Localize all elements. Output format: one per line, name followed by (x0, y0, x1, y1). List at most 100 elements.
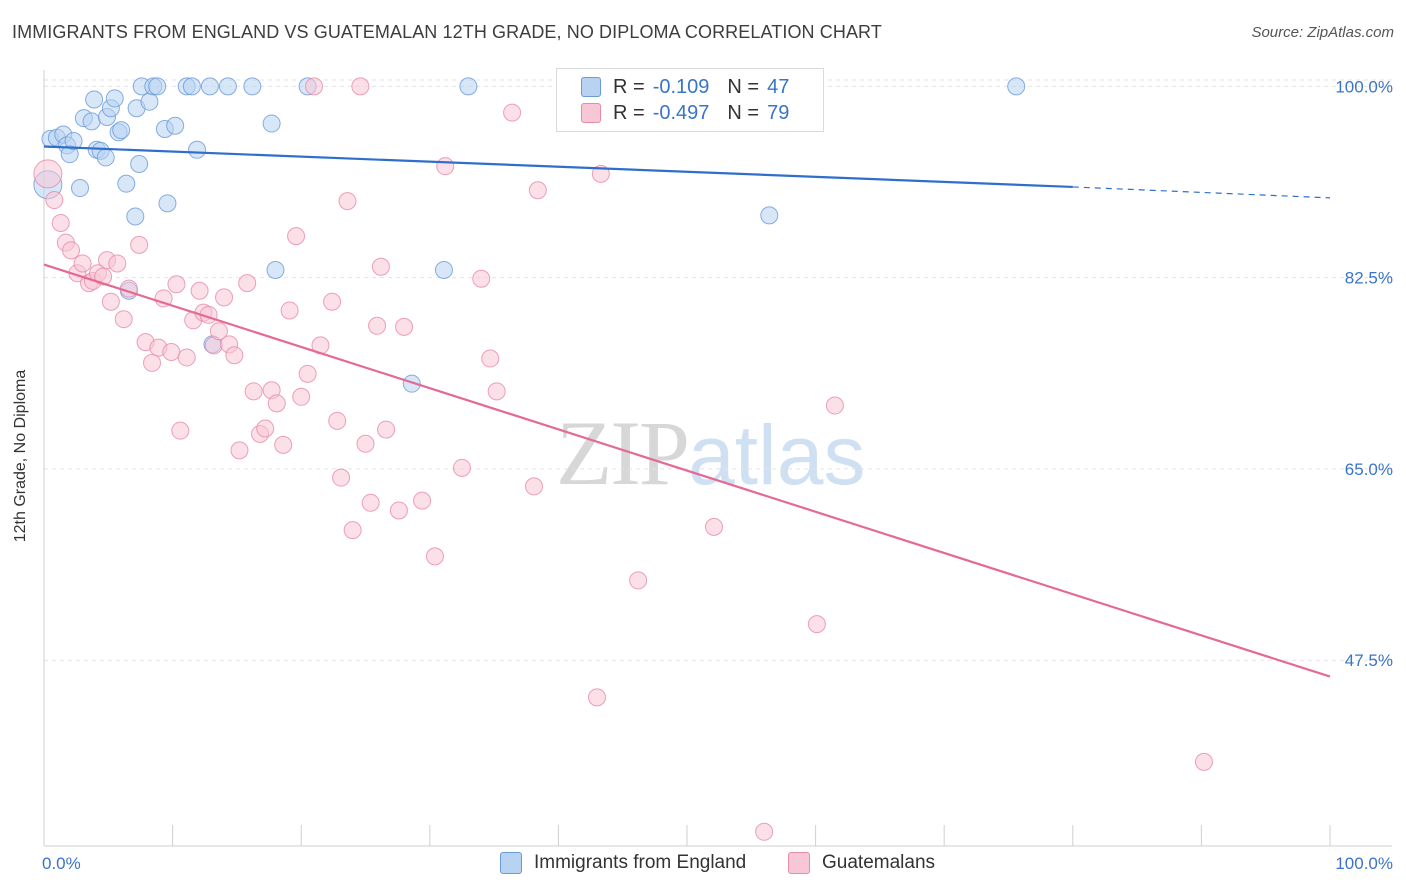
guatemalan-point (215, 288, 234, 307)
guatemalan-point (280, 301, 299, 320)
guatemalan-point (287, 227, 306, 246)
x-tick-label: 100.0% (1335, 854, 1393, 873)
guatemalan-point (171, 421, 190, 440)
england-point (1007, 77, 1026, 96)
guatemalan-point (705, 517, 724, 536)
guatemalan-point (413, 491, 432, 510)
guatemalan-point (395, 317, 414, 336)
guatemalan-point (825, 396, 844, 415)
legend-n-label: N = (727, 75, 760, 98)
legend-label-guatemalans: Guatemalans (822, 852, 936, 873)
guatemalan-point (807, 615, 826, 634)
guatemalan-point (1194, 752, 1213, 771)
legend-swatch-guatemalans (788, 852, 810, 874)
england-trendline (43, 145, 1073, 189)
guatemalan-point (130, 235, 149, 254)
england-point (166, 116, 185, 135)
legend-n-value: 79 (767, 101, 790, 124)
y-tick-label: 82.5% (1345, 269, 1393, 288)
england-point (188, 140, 207, 159)
guatemalan-point (436, 157, 455, 176)
guatemalan-point (114, 310, 133, 329)
guatemalan-point (629, 571, 648, 590)
england-point (760, 206, 779, 225)
england-point (266, 261, 285, 280)
legend-r-label: R = (613, 75, 645, 98)
legend-item-england[interactable]: Immigrants from England (500, 852, 746, 874)
england-point (82, 112, 101, 131)
guatemalan-point (487, 382, 506, 401)
england-point (112, 121, 131, 140)
england-point (402, 374, 421, 393)
guatemalan-point (332, 468, 351, 487)
y-tick-label: 65.0% (1345, 460, 1393, 479)
chart-source: Source: ZipAtlas.com (1251, 24, 1394, 41)
england-point (182, 77, 201, 96)
legend-r-value: -0.497 (652, 101, 710, 124)
guatemalan-point (177, 348, 196, 367)
guatemalan-point (162, 342, 181, 361)
chart-title: IMMIGRANTS FROM ENGLAND VS GUATEMALAN 12… (12, 22, 882, 42)
guatemalan-point (524, 477, 543, 496)
legend-r-label: R = (613, 101, 645, 124)
guatemalan-point (343, 521, 362, 540)
guatemalan-point (33, 159, 63, 189)
england-point (434, 261, 453, 280)
england-trendline-extension (1072, 186, 1331, 199)
england-point (158, 194, 177, 213)
guatemalan-point (62, 241, 81, 260)
guatemalan-point (305, 77, 324, 96)
legend-n-value: 47 (767, 75, 790, 98)
guatemalan-point (323, 292, 342, 311)
guatemalan-point (338, 192, 357, 211)
england-point (148, 77, 167, 96)
guatemalan-point (238, 274, 257, 293)
england-point (71, 179, 90, 198)
guatemalan-point (225, 346, 244, 365)
y-tick-label: 100.0% (1335, 77, 1393, 96)
legend-swatch-england (581, 77, 601, 97)
legend-label-england: Immigrants from England (534, 852, 747, 873)
guatemalan-point (587, 688, 606, 707)
guatemalan-point (209, 322, 228, 341)
guatemalan-point (481, 349, 500, 368)
series-legend: Immigrants from England Guatemalans (0, 852, 1406, 878)
guatemalan-point (143, 353, 162, 372)
watermark-zip: ZIP (556, 402, 690, 504)
england-point (85, 90, 104, 109)
guatemalan-point (230, 441, 249, 460)
guatemalan-point (371, 257, 390, 276)
guatemalan-point (361, 493, 380, 512)
guatemalan-point (503, 103, 522, 122)
england-point (130, 154, 149, 173)
england-point (218, 77, 237, 96)
zipatlas-watermark: ZIPatlas (556, 400, 865, 506)
legend-item-guatemalans[interactable]: Guatemalans (788, 852, 935, 874)
england-point (243, 77, 262, 96)
legend-swatch-guatemalans (581, 103, 601, 123)
guatemalan-point (51, 214, 70, 233)
legend-swatch-england (500, 852, 522, 874)
guatemalan-point (256, 419, 275, 438)
legend-row-guatemalans: R = -0.497 N = 79 (581, 101, 789, 125)
guatemalan-point (368, 316, 387, 335)
england-point (117, 174, 136, 193)
england-point (140, 92, 159, 111)
england-point (200, 77, 219, 96)
guatemalan-point (101, 292, 120, 311)
guatemalan-point (190, 281, 209, 300)
correlation-legend: R = -0.109 N = 47 R = -0.497 N = 79 (556, 68, 824, 132)
guatemalan-point (244, 382, 263, 401)
england-point (105, 89, 124, 108)
watermark-atlas: atlas (688, 408, 866, 502)
england-point (96, 148, 115, 167)
guatemalan-point (472, 269, 491, 288)
x-tick-label: 0.0% (42, 854, 81, 873)
guatemalan-point (425, 547, 444, 566)
guatemalan-point (167, 275, 186, 294)
guatemalan-point (528, 181, 547, 200)
guatemalan-point (377, 420, 396, 439)
england-point (262, 114, 281, 133)
guatemalan-point (328, 411, 347, 430)
